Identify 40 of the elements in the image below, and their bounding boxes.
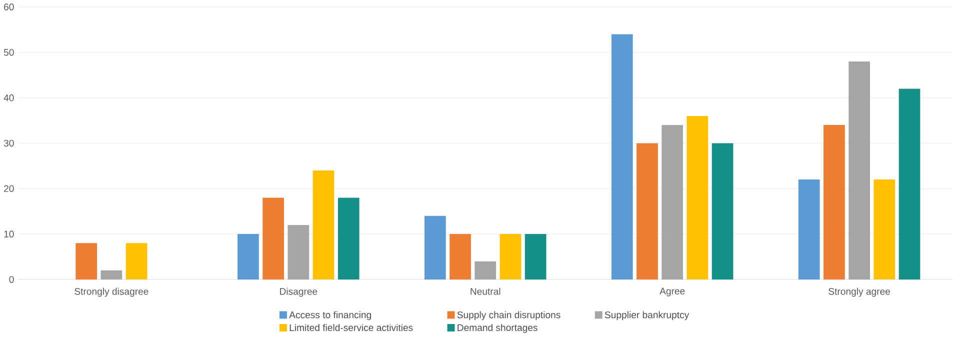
y-tick-label: 50 — [4, 49, 14, 56]
bar — [712, 143, 734, 280]
bar — [500, 234, 522, 280]
y-tick-label: 60 — [4, 4, 14, 10]
x-tick-label: Strongly disagree — [74, 288, 148, 297]
y-tick-label: 40 — [4, 94, 14, 102]
bar — [262, 198, 284, 280]
bar — [798, 180, 820, 280]
legend-label: Supplier bankruptcy — [604, 311, 690, 320]
bar — [450, 234, 471, 280]
bar — [100, 270, 122, 280]
x-tick-label: Agree — [660, 288, 685, 296]
legend-label: Demand shortages — [458, 324, 538, 334]
y-tick-label: 10 — [4, 230, 14, 238]
bar — [848, 62, 870, 280]
bar — [312, 170, 334, 280]
x-tick-label: Strongly agree — [828, 288, 890, 297]
bar — [636, 143, 658, 280]
bar — [898, 88, 920, 280]
bar — [662, 125, 684, 280]
bar — [126, 243, 148, 280]
bar — [874, 180, 896, 280]
bar — [686, 116, 708, 280]
y-tick-label: 0 — [9, 276, 14, 283]
bar — [238, 234, 259, 280]
bar — [424, 216, 446, 280]
x-tick-label: Disagree — [280, 288, 318, 297]
bar — [288, 225, 310, 280]
bar — [524, 234, 546, 280]
y-tick-label: 30 — [4, 140, 14, 147]
x-tick-label: Neutral — [470, 288, 500, 295]
legend-label: Access to financing — [289, 311, 371, 320]
legend-label: Supply chain disruptions — [457, 311, 560, 320]
bar — [338, 198, 360, 280]
legend-label: Limited field-service activities — [290, 324, 413, 332]
bar — [824, 125, 845, 280]
y-tick-label: 20 — [4, 185, 14, 192]
bar — [474, 261, 496, 280]
bar — [76, 243, 98, 280]
bar — [611, 34, 633, 280]
